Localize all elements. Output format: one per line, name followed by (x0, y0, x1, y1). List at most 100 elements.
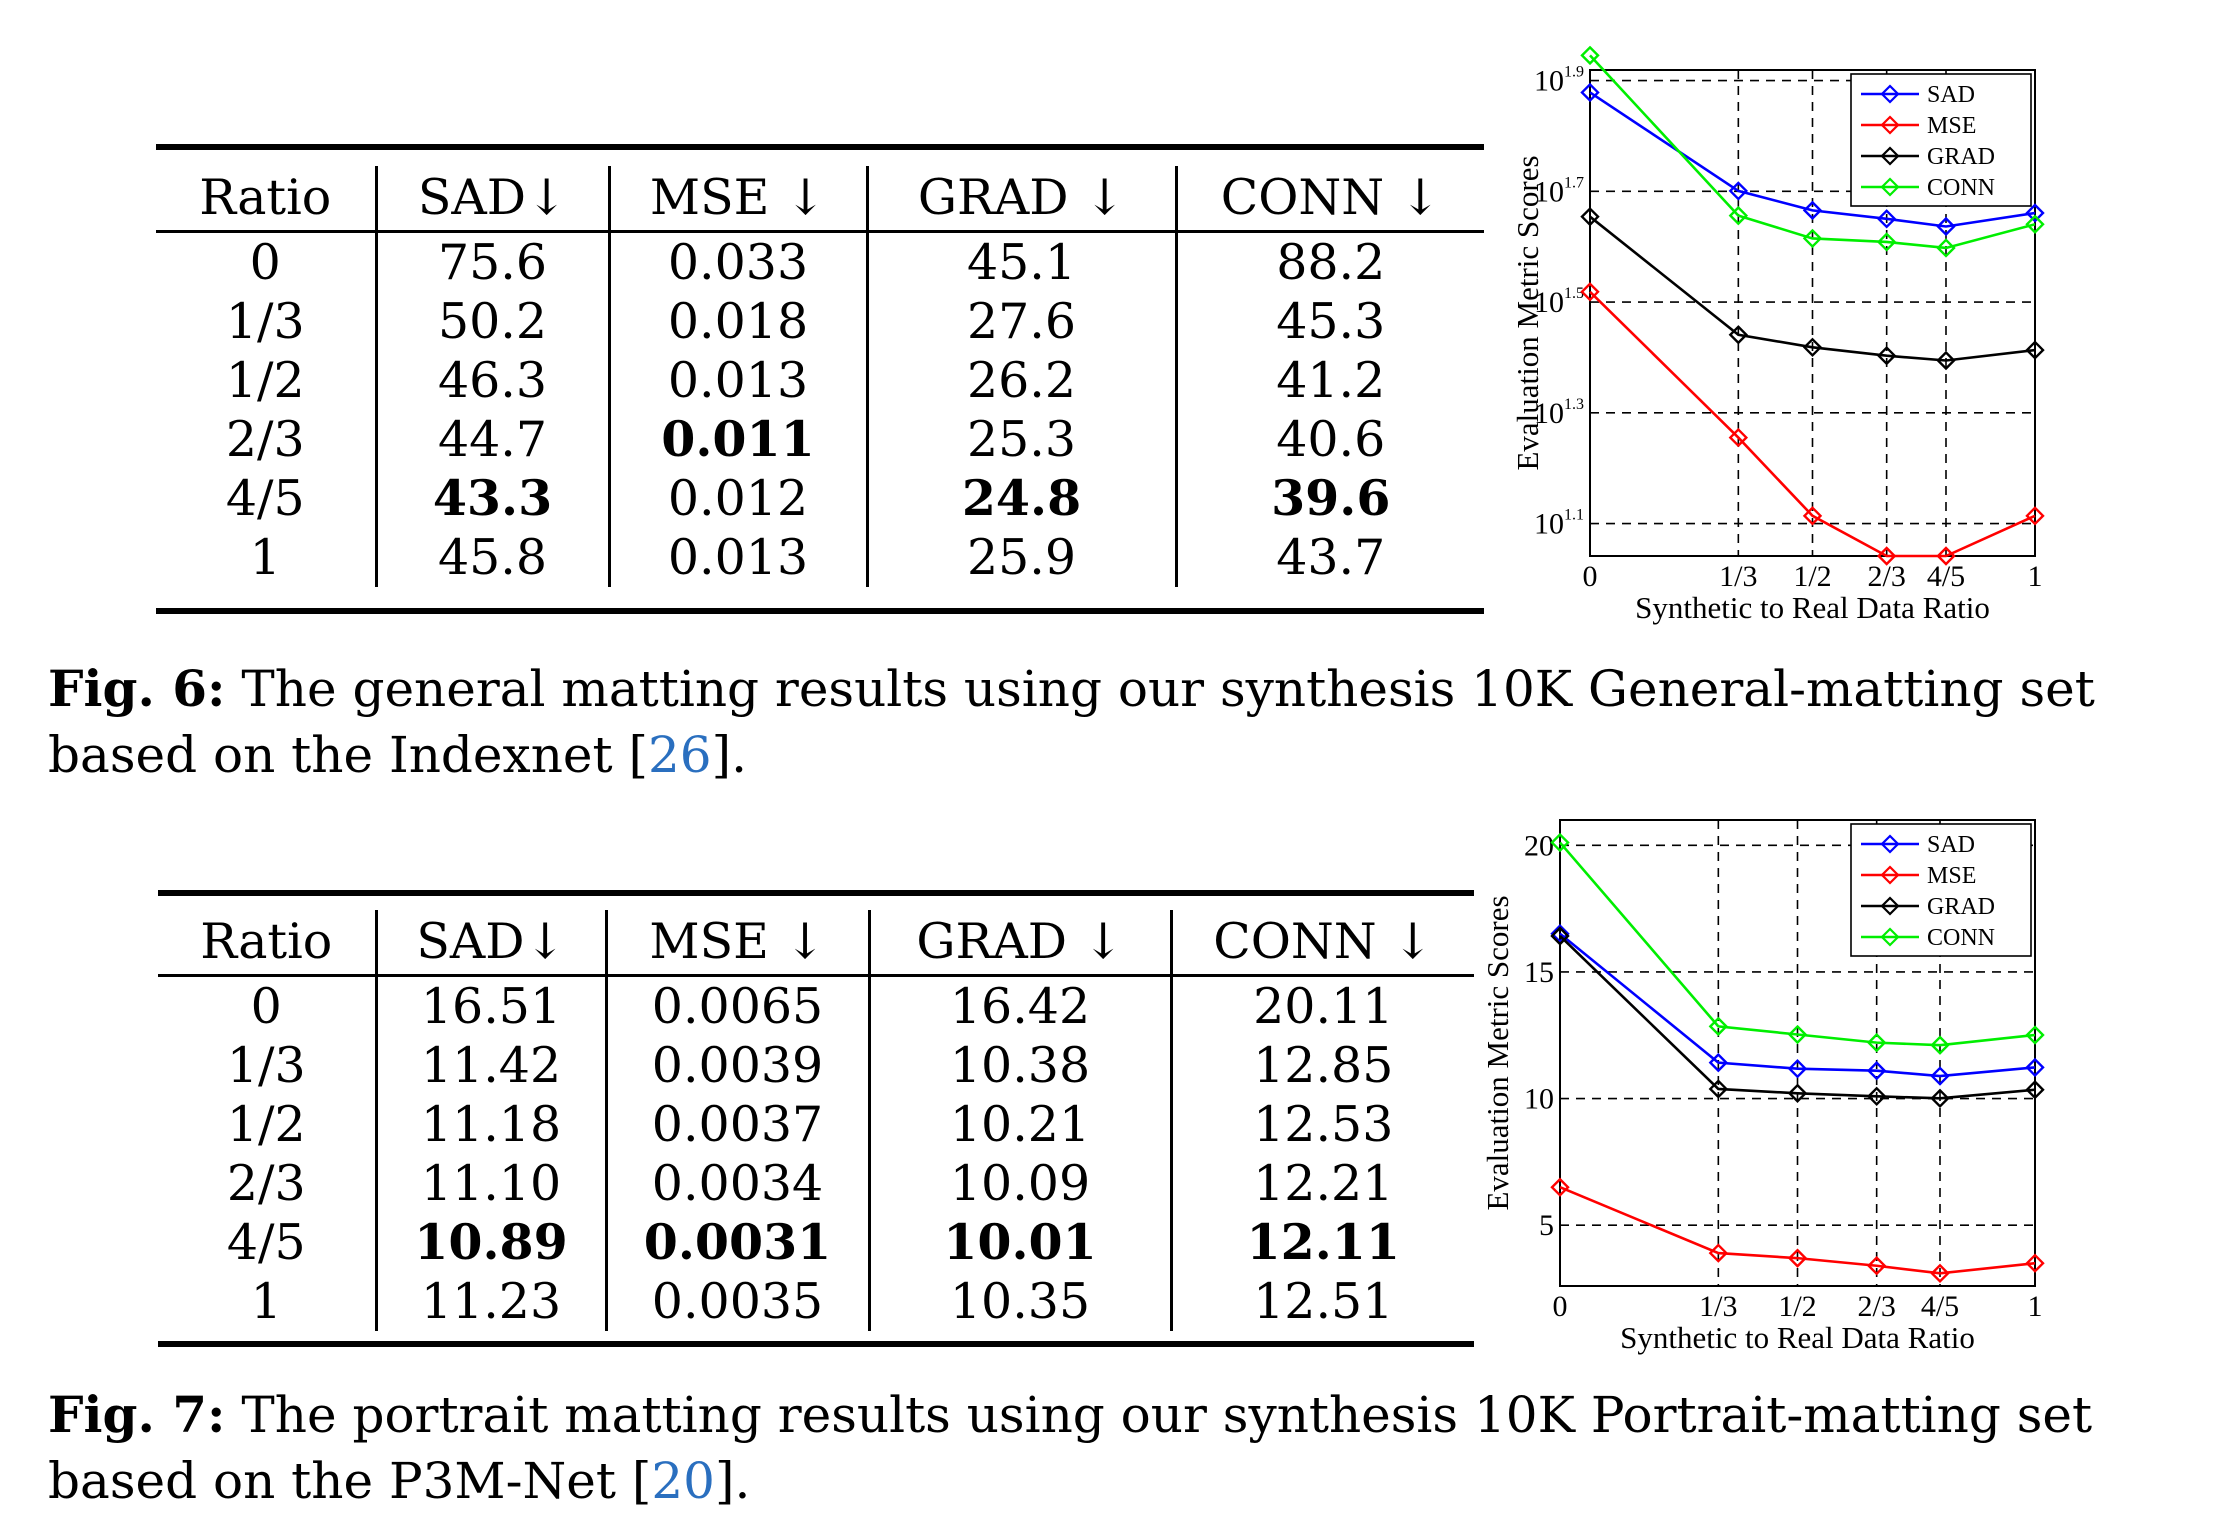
data-point-conn (1550, 832, 1570, 853)
data-point-sad (1550, 924, 1570, 944)
legend-box (1850, 73, 2032, 207)
table1-bottom-rule (156, 608, 1484, 614)
table-row: 2/3 11.10 0.0034 10.09 12.21 (158, 1154, 1474, 1213)
table-cell: 0.0034 (606, 1154, 871, 1213)
legend-entry: SAD (1927, 832, 1975, 858)
plot-frame (1589, 69, 2036, 557)
table-cell: 0.013 (609, 528, 869, 587)
data-point-mse (1580, 282, 1600, 302)
table-row: 2/3 44.7 0.011 25.3 40.6 (156, 410, 1484, 469)
table-cell: 11.18 (376, 1095, 608, 1154)
column-header: SAD↓ (376, 166, 611, 233)
y-tick-label: 15 (1524, 956, 1554, 989)
data-point-grad (1936, 350, 1956, 371)
table2-grid: Ratio SAD↓ MSE ↓ GRAD ↓ CONN ↓ 0 16.51 0.0065 16… (158, 910, 1474, 1331)
data-point-mse (1787, 1248, 1808, 1268)
table-cell: 0 (158, 975, 378, 1036)
data-point-conn (1936, 238, 1956, 258)
data-point-mse (1866, 1256, 1887, 1276)
y-tick-label: 10 (1534, 508, 1564, 541)
table-cell: 4/5 (156, 469, 378, 528)
series-line-conn (1559, 841, 2036, 1047)
legend-entry: SAD (1927, 82, 1975, 108)
table-cell: 11.23 (376, 1272, 608, 1331)
column-header: Ratio (156, 166, 378, 233)
figure7-text: The portrait matting results using our s… (48, 1386, 2093, 1510)
data-point-sad (1866, 1061, 1887, 1081)
data-point-conn (1930, 1035, 1950, 1055)
table-cell: 45.3 (1276, 293, 1386, 350)
legend-swatch-marker (1880, 834, 1900, 854)
y-tick-exponent: 1.9 (1564, 64, 1584, 81)
table-row: 1/3 11.42 0.0039 10.38 12.85 (158, 1036, 1474, 1095)
figure6-chart: 10 1.910 1.710 1.510 1.310 1.10 1/3 1/2 2/3 4/5 1S… (1510, 45, 2045, 625)
legend-entry: MSE (1927, 113, 1976, 139)
table-cell: 10.09 (869, 1154, 1173, 1213)
column-header: CONN ↓ (1171, 910, 1474, 977)
table-cell: 0.013 (609, 351, 869, 410)
table-cell: 25.3 (867, 410, 1178, 469)
data-point-grad (1580, 206, 1600, 227)
table-cell: 0.0035 (606, 1272, 871, 1331)
figure6-ref-link[interactable]: 26 (647, 726, 712, 784)
legend-swatch-marker (1880, 177, 1900, 197)
y-tick-exponent: 1.5 (1564, 285, 1584, 302)
column-header: MSE ↓ (609, 166, 869, 233)
data-point-sad (1876, 209, 1897, 229)
y-tick-exponent: 1.3 (1564, 396, 1584, 413)
figure7-ref-link[interactable]: 20 (651, 1452, 715, 1510)
table2: Ratio SAD↓ MSE ↓ GRAD ↓ CONN ↓ 0 16.51 0.0065 16… (158, 910, 1474, 1331)
figure6-text: The general matting results using our sy… (48, 660, 2095, 784)
data-point-sad (1728, 181, 1749, 201)
figure6-end: ]. (711, 726, 748, 784)
legend-box (1850, 823, 2032, 957)
table1-grid: Ratio SAD↓ MSE ↓ GRAD ↓ CONN ↓ 0 75.6 0.033 45.1… (156, 166, 1484, 587)
table-cell: 10.21 (869, 1095, 1173, 1154)
data-point-grad (1728, 325, 1749, 345)
table-cell: 0.0037 (606, 1095, 871, 1154)
data-point-grad (1866, 1086, 1887, 1107)
table-row: 4/5 10.89 0.0031 10.01 12.11 (158, 1213, 1474, 1272)
data-point-mse (1708, 1243, 1729, 1263)
data-point-conn (1876, 232, 1897, 252)
y-tick-label: 10 (1534, 65, 1564, 98)
data-point-grad (1930, 1088, 1950, 1109)
table-cell: 1 (158, 1272, 378, 1331)
y-tick-label: 5 (1539, 1209, 1554, 1242)
series-line-grad (1589, 215, 2036, 362)
table-cell: 1/2 (158, 1095, 378, 1154)
data-point-grad (1708, 1079, 1729, 1099)
x-tick-label: 0 (1583, 560, 1598, 593)
data-point-sad (2025, 1057, 2045, 1078)
data-point-conn (1866, 1032, 1887, 1053)
table-row: 1 45.8 0.013 25.9 43.7 (156, 528, 1484, 587)
table-cell: 0.0031 (606, 1213, 871, 1272)
table-cell: 2/3 (156, 410, 378, 469)
data-point-mse (2025, 506, 2045, 526)
table-header-row: Ratio SAD↓ MSE ↓ GRAD ↓ CONN ↓ (158, 910, 1474, 977)
table-cell: 11.10 (376, 1154, 608, 1213)
x-tick-label: 1/3 (1719, 560, 1757, 593)
data-point-sad (1787, 1059, 1808, 1079)
data-point-conn (1708, 1016, 1729, 1037)
table-cell: 10.38 (869, 1036, 1173, 1095)
table-cell: 44.7 (376, 410, 611, 469)
table-cell: 10.01 (869, 1213, 1173, 1272)
legend-swatch-marker (1880, 896, 1900, 916)
table-cell: 25.9 (867, 528, 1178, 587)
data-point-mse (2025, 1253, 2045, 1273)
series-line-sad (1559, 932, 2036, 1078)
figure6-caption: Fig. 6: The general matting results usin… (48, 656, 2178, 788)
column-header: GRAD ↓ (869, 910, 1173, 977)
table-cell: 1/3 (158, 1036, 378, 1095)
legend-swatch-marker (1880, 927, 1900, 947)
data-point-mse (1936, 546, 1956, 566)
legend-entry: MSE (1927, 863, 1976, 889)
x-tick-label: 1 (2028, 560, 2043, 593)
legend-entry: CONN (1927, 175, 1995, 201)
data-point-sad (1936, 216, 1956, 237)
figure7-end: ]. (714, 1452, 751, 1510)
data-point-conn (1728, 205, 1749, 226)
table-row: 4/5 43.3 0.012 24.8 39.6 (156, 469, 1484, 528)
x-tick-label: 0 (1553, 1290, 1568, 1323)
